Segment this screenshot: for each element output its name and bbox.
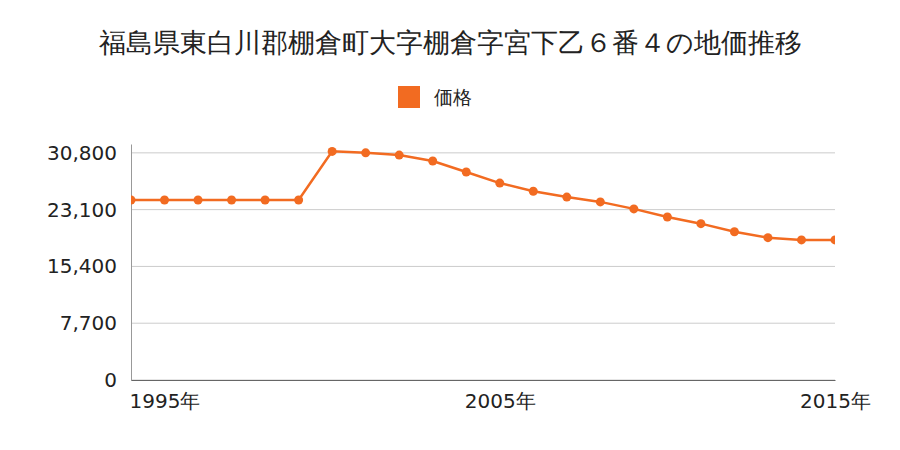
point [629,204,638,213]
point [831,235,836,244]
y-tick-label: 15,400 [47,254,117,278]
point [562,193,571,202]
point [328,147,337,156]
plot: 0 7,700 15,400 23,100 30,800 1995年 2005年 2015年 [47,141,871,413]
y-tick-label: 23,100 [47,198,117,222]
legend-label: 価格 [434,86,472,108]
point [462,168,471,177]
y-tick: 23,100 [47,198,131,222]
x-tick-label: 1995年 [130,389,201,413]
x-tick: 1995年 [130,380,201,413]
legend-swatch [398,86,420,108]
grid-line [131,266,835,267]
data [131,147,835,245]
grid-line [131,380,835,381]
point [261,196,270,205]
point [131,196,136,205]
point [294,196,303,205]
legend: 価格 [398,86,472,108]
x-tick: 2015年 [800,380,871,413]
x-tick-label: 2005年 [465,389,536,413]
point [395,151,404,160]
point [763,233,772,242]
y-tick: 15,400 [47,254,131,278]
grid [131,153,835,380]
point [696,219,705,228]
grid-line [131,209,835,210]
y-tick-label: 30,800 [47,141,117,165]
y-tick: 30,800 [47,141,131,165]
y-axis: 0 7,700 15,400 23,100 30,800 [47,141,131,392]
point [227,196,236,205]
point [160,196,169,205]
x-tick: 2005年 [465,380,536,413]
point [596,197,605,206]
point [495,179,504,188]
x-axis-line [132,380,836,381]
grid-line [131,323,835,324]
series-line [131,151,835,240]
y-axis-line [131,145,132,381]
x-axis: 1995年 2005年 2015年 [130,380,871,413]
y-tick-label: 7,700 [60,311,117,335]
grid-line [131,152,835,153]
y-tick-label: 0 [104,368,117,392]
point [797,235,806,244]
point [529,187,538,196]
point [361,148,370,157]
chart: 福島県東白川郡棚倉町大字棚倉字宮下乙６番４の地価推移価格 0 7,700 15,400… [0,0,900,450]
x-tick-label: 2015年 [800,389,871,413]
point [663,213,672,222]
point [428,156,437,165]
title: 福島県東白川郡棚倉町大字棚倉字宮下乙６番４の地価推移 [99,27,802,58]
y-tick: 0 [104,368,131,392]
point [730,227,739,236]
point [194,196,203,205]
y-tick: 7,700 [60,311,131,335]
